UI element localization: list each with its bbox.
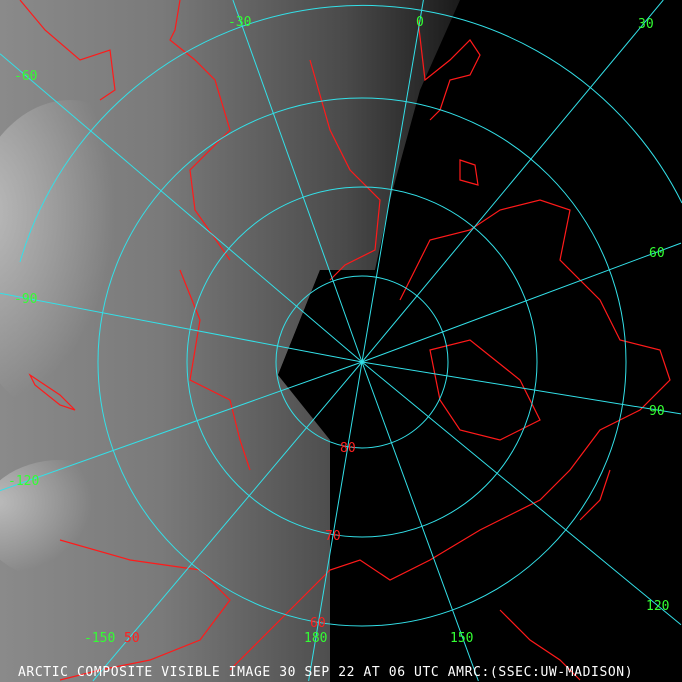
latitude-circle-70 bbox=[186, 186, 538, 538]
meridian-line bbox=[361, 242, 682, 363]
meridian-line bbox=[361, 0, 664, 363]
lat-label: 70 bbox=[325, 529, 341, 544]
longitude-labels: -30 0 30 -60 60 -90 90 -120 120 -150 150… bbox=[8, 15, 669, 646]
meridian-line bbox=[361, 361, 682, 415]
cloud-mass bbox=[0, 460, 140, 580]
night-wedge bbox=[278, 270, 375, 375]
lon-label: -90 bbox=[14, 292, 37, 307]
lon-label: 60 bbox=[649, 246, 665, 261]
meridian-line bbox=[361, 361, 479, 682]
image-caption: ARCTIC COMPOSITE VISIBLE IMAGE 30 SEP 22… bbox=[18, 665, 634, 680]
meridian-line bbox=[0, 53, 363, 363]
coastlines bbox=[19, 0, 671, 681]
lon-label: -120 bbox=[8, 474, 39, 489]
lon-label: 120 bbox=[646, 599, 669, 614]
meridian-line bbox=[0, 292, 363, 363]
cloud-mass bbox=[0, 100, 180, 420]
meridian-line bbox=[92, 361, 363, 682]
latitude-circle-50 bbox=[19, 5, 682, 263]
lon-label: 180 bbox=[304, 631, 327, 646]
lat-label: 50 bbox=[124, 631, 140, 646]
lat-label: 60 bbox=[310, 616, 326, 631]
meridian-line bbox=[361, 0, 424, 363]
latitude-circle-60 bbox=[97, 97, 627, 627]
lon-label: -150 bbox=[84, 631, 115, 646]
meridian-line bbox=[0, 361, 363, 492]
meridian-line bbox=[361, 361, 682, 626]
lon-label: 150 bbox=[450, 631, 473, 646]
lon-label: 0 bbox=[416, 15, 424, 30]
latitude-labels: 80 70 60 50 bbox=[124, 441, 356, 646]
lon-label: -60 bbox=[14, 69, 37, 84]
latitude-circle-80 bbox=[275, 275, 449, 449]
meridian-line bbox=[308, 361, 363, 682]
lon-label: -30 bbox=[228, 15, 251, 30]
lat-label: 80 bbox=[340, 441, 356, 456]
meridian-line bbox=[232, 0, 363, 363]
lon-label: 30 bbox=[638, 17, 654, 32]
lon-label: 90 bbox=[649, 404, 665, 419]
